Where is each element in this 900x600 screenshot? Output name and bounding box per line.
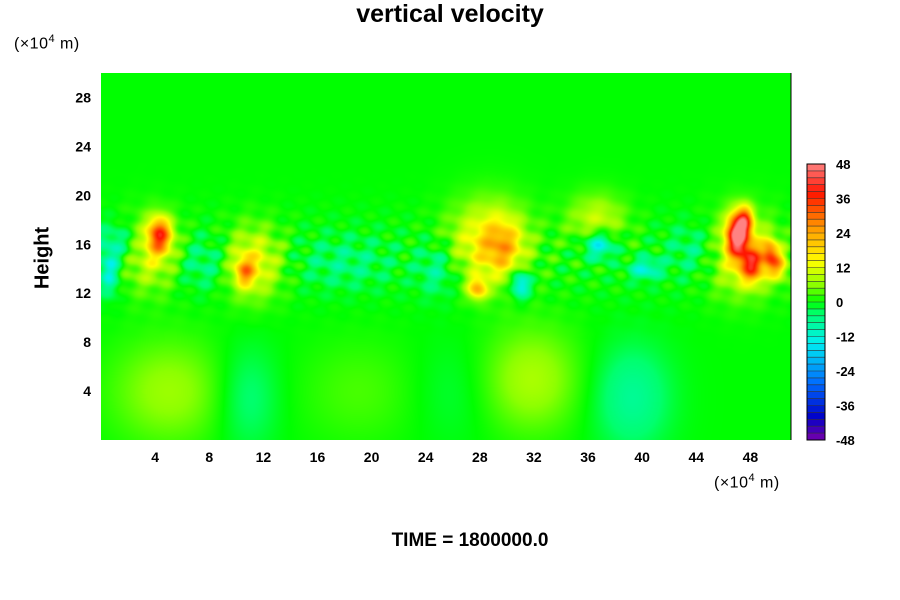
y-tick-label: 20 bbox=[75, 187, 91, 203]
chart-title: vertical velocity bbox=[356, 0, 544, 28]
colorbar-level bbox=[807, 164, 825, 172]
colorbar-level bbox=[807, 302, 825, 310]
colorbar-label: 12 bbox=[836, 261, 850, 276]
colorbar-level bbox=[807, 233, 825, 241]
x-tick-label: 8 bbox=[205, 449, 213, 465]
y-tick-label: 4 bbox=[83, 383, 91, 399]
colorbar-level bbox=[807, 433, 825, 441]
colorbar-level bbox=[807, 267, 825, 275]
colorbar-level bbox=[807, 191, 825, 199]
x-tick-label: 28 bbox=[472, 449, 488, 465]
x-unit-suffix: m) bbox=[755, 474, 780, 492]
x-tick-label: 20 bbox=[364, 449, 380, 465]
y-unit-suffix: m) bbox=[55, 35, 80, 53]
colorbar-level bbox=[807, 308, 825, 317]
colorbar-label: -36 bbox=[836, 399, 855, 414]
colorbar-label: 36 bbox=[836, 192, 850, 207]
colorbar-border bbox=[806, 163, 826, 441]
x-tick-label: 24 bbox=[418, 449, 434, 465]
x-tick-label: 44 bbox=[689, 449, 705, 465]
colorbar-level bbox=[807, 391, 825, 399]
colorbar-level bbox=[807, 246, 825, 255]
x-tick-label: 36 bbox=[580, 449, 596, 465]
y-axis-unit: (×104 m) bbox=[14, 33, 80, 53]
y-tick-label: 12 bbox=[75, 285, 91, 301]
colorbar-level bbox=[807, 364, 825, 372]
colorbar-level bbox=[807, 253, 825, 261]
colorbar-level bbox=[807, 371, 825, 379]
colorbar-label: 24 bbox=[836, 226, 851, 241]
y-unit-prefix: (×10 bbox=[14, 35, 49, 53]
y-tick-label: 8 bbox=[83, 334, 91, 350]
colorbar-level bbox=[807, 315, 825, 324]
colorbar-level bbox=[807, 384, 825, 393]
colorbar-label: -48 bbox=[836, 433, 855, 448]
colorbar-level bbox=[807, 212, 825, 220]
x-unit-exponent: 4 bbox=[748, 472, 756, 484]
x-tick-label: 12 bbox=[256, 449, 272, 465]
colorbar-level bbox=[807, 281, 825, 289]
x-tick-label: 4 bbox=[151, 449, 159, 465]
colorbar-label: -24 bbox=[836, 364, 856, 379]
colorbar-level bbox=[807, 274, 825, 282]
x-unit-prefix: (×10 bbox=[714, 474, 749, 492]
y-tick-label: 24 bbox=[75, 138, 91, 154]
colorbar-level bbox=[807, 184, 825, 192]
colorbar-level bbox=[807, 295, 825, 303]
colorbar-level bbox=[807, 377, 825, 386]
colorbar-level bbox=[807, 198, 825, 206]
colorbar-level bbox=[807, 336, 825, 344]
colorbar-level bbox=[807, 322, 825, 330]
colorbar-level bbox=[807, 412, 825, 420]
colorbar-level bbox=[807, 219, 825, 227]
colorbar-label: 0 bbox=[836, 295, 843, 310]
colorbar-level bbox=[807, 226, 825, 234]
colorbar-level bbox=[807, 405, 825, 413]
colorbar-level bbox=[807, 288, 825, 296]
heatmap-field bbox=[101, 73, 791, 440]
colorbar-level bbox=[807, 170, 825, 179]
colorbar-level bbox=[807, 350, 825, 358]
colorbar-level bbox=[807, 357, 825, 365]
x-tick-label: 48 bbox=[743, 449, 759, 465]
x-axis-unit: (×104 m) bbox=[714, 472, 780, 492]
y-unit-exponent: 4 bbox=[48, 33, 56, 45]
colorbar-level bbox=[807, 239, 825, 248]
colorbar-level bbox=[807, 343, 825, 351]
colorbar-label: -12 bbox=[836, 330, 855, 345]
colorbar-level bbox=[807, 260, 825, 268]
time-label: TIME = 1800000.0 bbox=[391, 530, 549, 551]
x-tick-label: 16 bbox=[310, 449, 326, 465]
y-tick-label: 16 bbox=[75, 236, 91, 252]
colorbar-level bbox=[807, 329, 825, 337]
y-tick-label: 28 bbox=[75, 89, 91, 105]
colorbar-label: 48 bbox=[836, 157, 850, 172]
colorbar-level bbox=[807, 205, 825, 213]
colorbar-level bbox=[807, 426, 825, 434]
colorbar-level bbox=[807, 398, 825, 406]
x-tick-label: 32 bbox=[526, 449, 542, 465]
x-tick-label: 40 bbox=[634, 449, 650, 465]
colorbar-level bbox=[807, 177, 825, 186]
colorbar-level bbox=[807, 419, 825, 427]
